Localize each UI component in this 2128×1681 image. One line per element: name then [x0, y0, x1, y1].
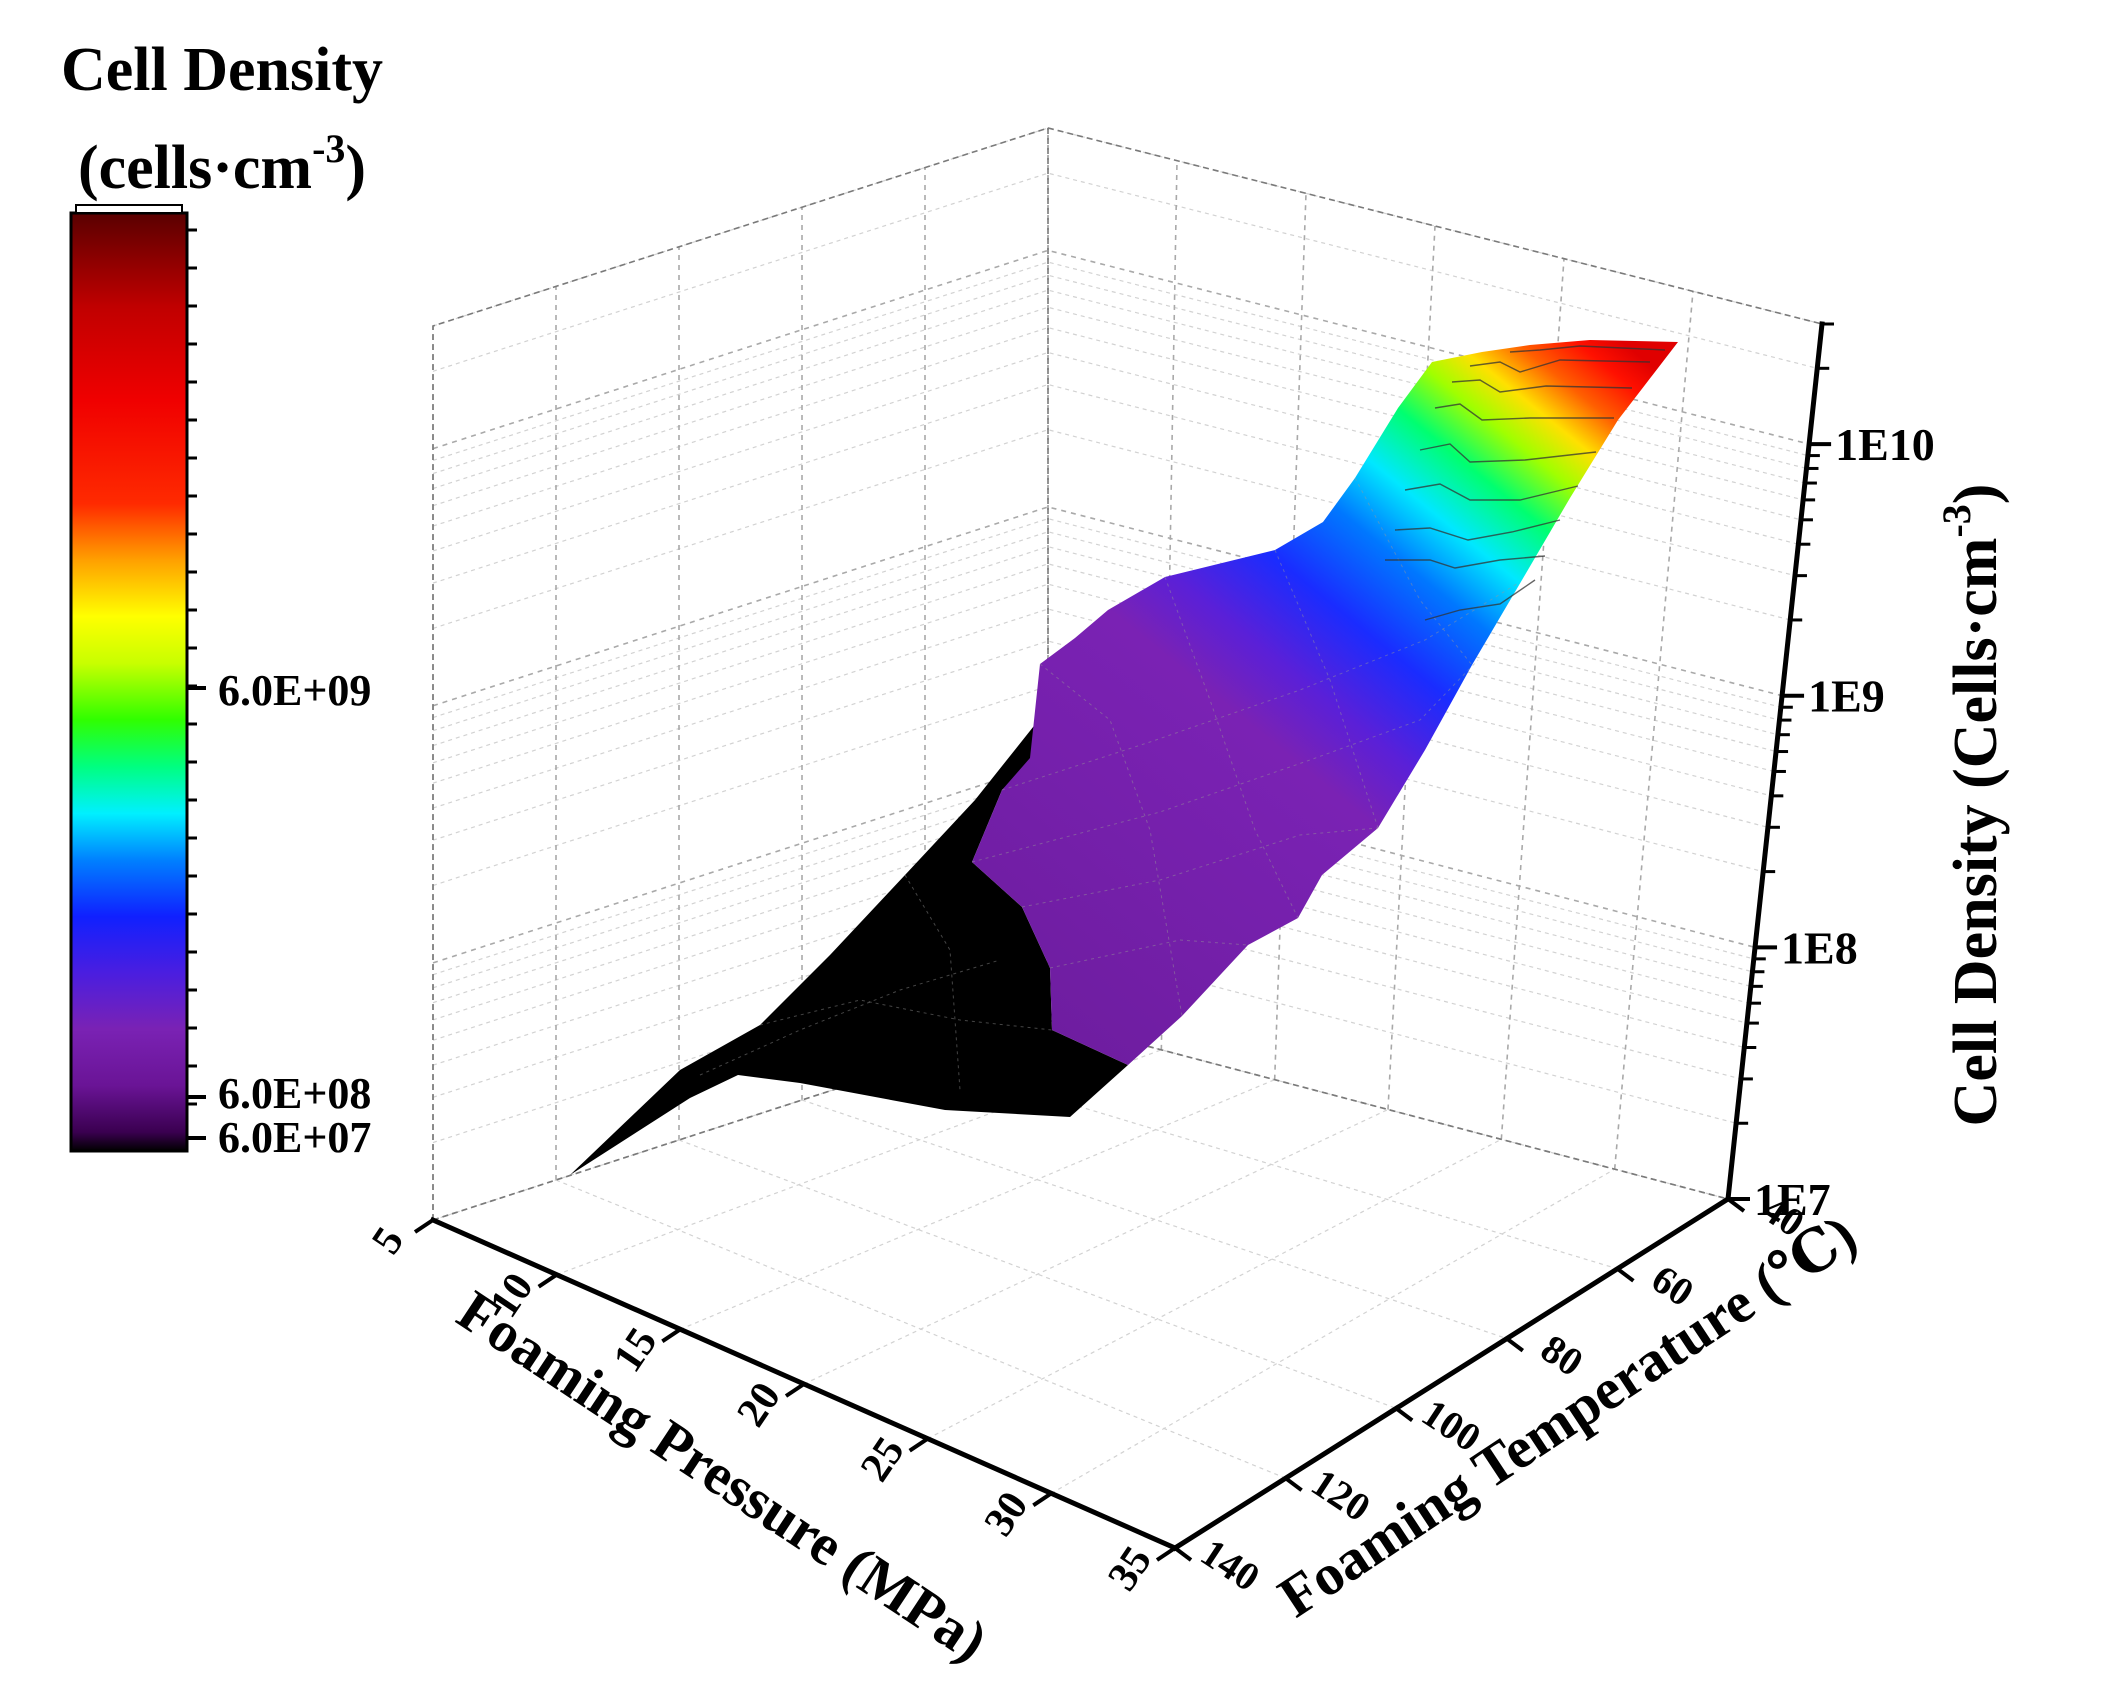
x-axis-tick-label: 30 [976, 1484, 1038, 1545]
x-axis-title: Foaming Pressure (MPa) [446, 1278, 999, 1674]
z-axis-title-suffix: ) [1942, 484, 2010, 505]
z-axis-tick-label: 1E10 [1835, 419, 1935, 470]
surface-plot [570, 340, 1678, 1175]
z-grid-line [432, 608, 1772, 809]
colorbar-title-prefix: (cells·cm [78, 134, 312, 202]
z-axis-tick-label: 1E8 [1781, 922, 1858, 973]
floor-grid-line [803, 1108, 1389, 1385]
x-axis-tick [413, 1218, 435, 1234]
surface-low-region [570, 712, 1128, 1175]
colorbar-tick-label: 6.0E+09 [218, 666, 371, 715]
x-axis-tick [661, 1327, 682, 1343]
colorbar-title-line1: Cell Density [61, 36, 383, 104]
y-axis-tick [1505, 1336, 1525, 1353]
z-axis-title: Cell Density (Cells·cm-3) [1934, 484, 2010, 1127]
z-grid-line [432, 840, 1748, 1041]
x-axis-tick [537, 1273, 558, 1289]
y-axis-tick [1616, 1267, 1635, 1283]
z-grid-line [432, 942, 1737, 1144]
x-axis-tick [1032, 1491, 1053, 1507]
surface-mesh [699, 477, 1521, 1091]
y-axis-title: Foaming Temperature (℃) [1267, 1202, 1868, 1630]
x-grid-line [1613, 291, 1694, 1170]
x-axis-tick [908, 1437, 929, 1453]
y-axis-tick [1394, 1406, 1414, 1423]
z-axis-ticks: 1E7 1E8 1E9 1E10 [1728, 322, 1935, 1225]
x-axis-tick [784, 1382, 806, 1398]
colorbar: Cell Density (cells·cm-3) 6.0E+09 6.0E+0… [61, 36, 383, 1162]
x-axis-tick-label: 5 [363, 1219, 413, 1262]
z-axis-tick-label: 1E7 [1754, 1174, 1831, 1225]
surface-contours [1385, 345, 1666, 621]
y-axis-tick [1284, 1476, 1303, 1492]
z-axis-title-prefix: Cell Density (Cells·cm [1942, 538, 2010, 1127]
z-axis-title-sup: -3 [1934, 504, 1979, 537]
colorbar-title-line2: (cells·cm-3) [78, 126, 366, 202]
colorbar-tick-label: 6.0E+08 [218, 1069, 371, 1118]
floor-grid-line [680, 1079, 1275, 1330]
colorbar-bar [69, 211, 189, 1153]
z-axis-tick-label: 1E9 [1808, 671, 1885, 722]
z-axis-line [1725, 321, 1825, 1202]
y-axis-tick [1173, 1546, 1193, 1562]
x-axis-tick-label: 35 [1099, 1538, 1161, 1599]
surface-high-region [972, 340, 1678, 1065]
z-grid-line [432, 506, 1783, 707]
x-axis-tick-label: 20 [728, 1374, 790, 1435]
x-grid-line [1500, 258, 1565, 1140]
y-axis-tick-label: 140 [1193, 1529, 1268, 1600]
floor-grid-line [927, 1138, 1502, 1440]
z-grid-line [432, 787, 1753, 989]
colorbar-tick-label: 6.0E+07 [218, 1113, 371, 1162]
x-axis-tick [1155, 1546, 1177, 1562]
colorbar-top-cap [75, 204, 183, 214]
colorbar-title-suffix: ) [345, 134, 366, 202]
y-axis-line [1171, 1195, 1732, 1552]
x-axis-tick-label: 25 [852, 1429, 914, 1490]
colorbar-title-sup: -3 [312, 126, 345, 171]
z-grid-line [432, 819, 1750, 1021]
